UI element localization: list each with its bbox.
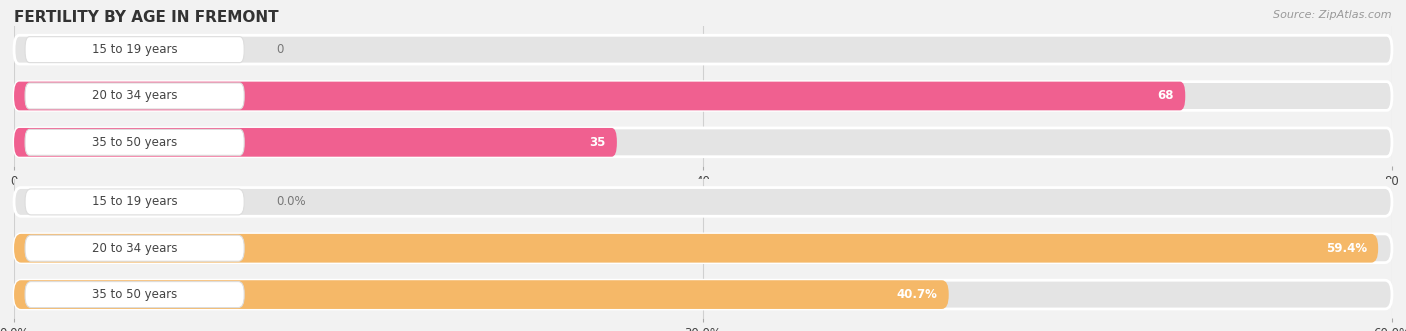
FancyBboxPatch shape	[14, 280, 1392, 309]
FancyBboxPatch shape	[25, 189, 245, 215]
Text: 35 to 50 years: 35 to 50 years	[91, 136, 177, 149]
Text: 15 to 19 years: 15 to 19 years	[91, 43, 177, 56]
FancyBboxPatch shape	[14, 234, 1378, 262]
FancyBboxPatch shape	[14, 35, 1392, 64]
FancyBboxPatch shape	[14, 234, 1392, 262]
Text: 15 to 19 years: 15 to 19 years	[91, 195, 177, 209]
Text: 68: 68	[1157, 89, 1174, 103]
FancyBboxPatch shape	[14, 82, 1185, 110]
FancyBboxPatch shape	[25, 129, 245, 155]
FancyBboxPatch shape	[14, 188, 1392, 216]
FancyBboxPatch shape	[25, 37, 245, 63]
Text: FERTILITY BY AGE IN FREMONT: FERTILITY BY AGE IN FREMONT	[14, 10, 278, 25]
Text: 0: 0	[276, 43, 283, 56]
FancyBboxPatch shape	[14, 280, 949, 309]
FancyBboxPatch shape	[14, 128, 617, 157]
FancyBboxPatch shape	[25, 235, 245, 261]
Text: 0.0%: 0.0%	[276, 195, 305, 209]
Text: 35: 35	[589, 136, 606, 149]
Text: 35 to 50 years: 35 to 50 years	[91, 288, 177, 301]
Text: 59.4%: 59.4%	[1326, 242, 1367, 255]
FancyBboxPatch shape	[14, 82, 1392, 110]
FancyBboxPatch shape	[25, 83, 245, 109]
Text: 20 to 34 years: 20 to 34 years	[91, 89, 177, 103]
Text: 20 to 34 years: 20 to 34 years	[91, 242, 177, 255]
FancyBboxPatch shape	[25, 282, 245, 307]
Text: 40.7%: 40.7%	[897, 288, 938, 301]
Text: Source: ZipAtlas.com: Source: ZipAtlas.com	[1274, 10, 1392, 20]
FancyBboxPatch shape	[14, 128, 1392, 157]
